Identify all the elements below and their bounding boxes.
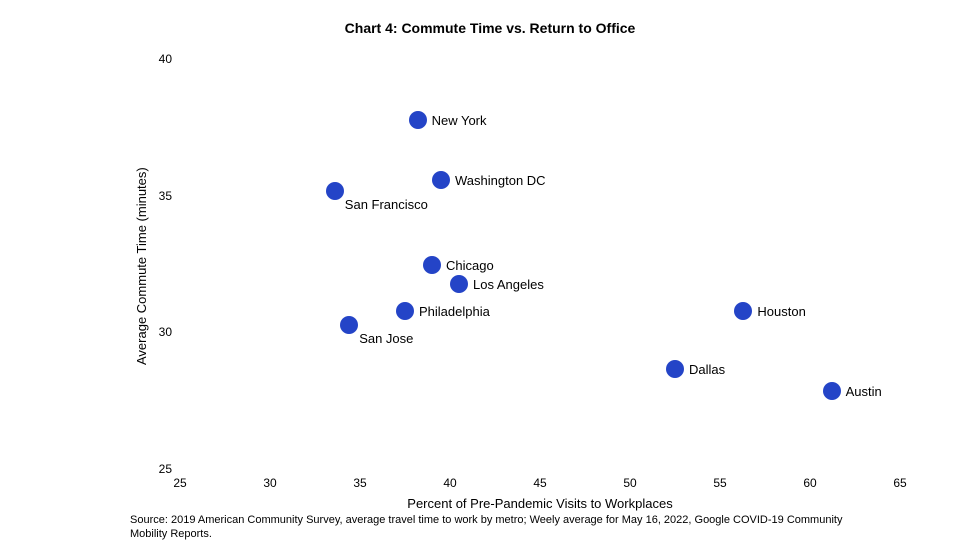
x-tick-label: 55 xyxy=(705,476,735,490)
y-axis-label: Average Commute Time (minutes) xyxy=(134,167,149,365)
scatter-plot-area: 25303540455055606525303540New YorkWashin… xyxy=(180,60,900,470)
data-point xyxy=(340,316,358,334)
y-tick-label: 40 xyxy=(142,52,172,66)
data-point-label: Houston xyxy=(757,304,805,319)
data-point xyxy=(450,275,468,293)
data-point xyxy=(423,256,441,274)
data-point-label: Austin xyxy=(846,384,882,399)
data-point-label: Los Angeles xyxy=(473,277,544,292)
x-tick-label: 40 xyxy=(435,476,465,490)
x-tick-label: 60 xyxy=(795,476,825,490)
data-point xyxy=(666,360,684,378)
chart-title: Chart 4: Commute Time vs. Return to Offi… xyxy=(0,20,980,36)
data-point-label: Washington DC xyxy=(455,173,546,188)
x-tick-label: 25 xyxy=(165,476,195,490)
data-point-label: Chicago xyxy=(446,258,494,273)
data-point xyxy=(326,182,344,200)
data-point xyxy=(432,171,450,189)
x-tick-label: 30 xyxy=(255,476,285,490)
x-tick-label: 35 xyxy=(345,476,375,490)
data-point-label: San Francisco xyxy=(345,197,428,212)
data-point-label: San Jose xyxy=(359,331,413,346)
data-point xyxy=(734,302,752,320)
data-point xyxy=(396,302,414,320)
x-tick-label: 50 xyxy=(615,476,645,490)
x-tick-label: 65 xyxy=(885,476,915,490)
chart-source-text: Source: 2019 American Community Survey, … xyxy=(130,514,870,542)
data-point-label: Philadelphia xyxy=(419,304,490,319)
data-point xyxy=(409,111,427,129)
x-tick-label: 45 xyxy=(525,476,555,490)
data-point-label: New York xyxy=(432,113,487,128)
data-point-label: Dallas xyxy=(689,362,725,377)
y-tick-label: 25 xyxy=(142,462,172,476)
data-point xyxy=(823,382,841,400)
x-axis-label: Percent of Pre-Pandemic Visits to Workpl… xyxy=(400,496,680,511)
